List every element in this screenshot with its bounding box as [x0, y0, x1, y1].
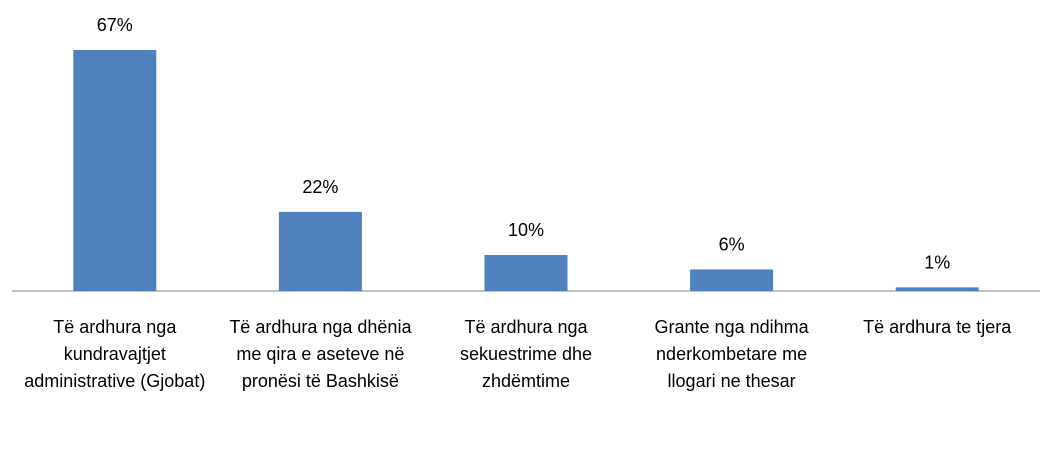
bar — [73, 50, 157, 291]
x-tick-label: Të ardhura nga sekuestrime dhe zhdëmtime — [459, 317, 593, 391]
value-label: 10% — [508, 220, 544, 240]
x-tick-label: Të ardhura te tjera — [863, 317, 1012, 337]
bar — [278, 211, 362, 291]
x-tick-label: Të ardhura nga kundravajtjet administrat… — [24, 317, 206, 391]
value-label: 22% — [302, 177, 338, 197]
value-label: 6% — [719, 234, 745, 254]
x-tick-label: Grante nga ndihma nderkombetare me lloga… — [654, 317, 809, 391]
bar — [690, 269, 774, 291]
value-label: 67% — [97, 15, 133, 35]
bar — [484, 255, 568, 291]
value-label: 1% — [924, 252, 950, 272]
x-tick-label: Të ardhura nga dhënia me qira e aseteve … — [229, 317, 412, 391]
bar — [895, 287, 979, 291]
